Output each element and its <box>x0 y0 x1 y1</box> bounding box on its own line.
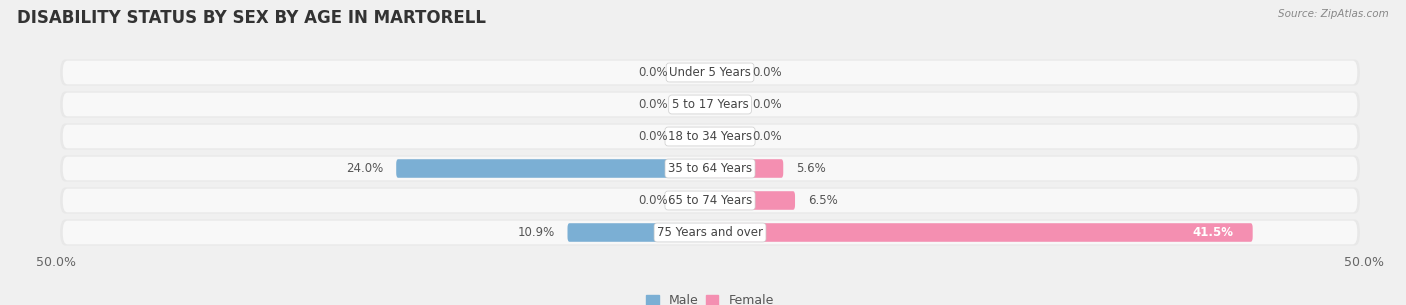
Text: 6.5%: 6.5% <box>808 194 838 207</box>
Text: 0.0%: 0.0% <box>638 130 668 143</box>
Text: 5 to 17 Years: 5 to 17 Years <box>672 98 748 111</box>
Text: 41.5%: 41.5% <box>1192 226 1233 239</box>
FancyBboxPatch shape <box>678 95 710 114</box>
Text: 0.0%: 0.0% <box>752 130 782 143</box>
Text: 0.0%: 0.0% <box>752 98 782 111</box>
FancyBboxPatch shape <box>63 157 1357 180</box>
FancyBboxPatch shape <box>678 191 710 210</box>
FancyBboxPatch shape <box>63 221 1357 244</box>
FancyBboxPatch shape <box>63 189 1357 212</box>
Text: DISABILITY STATUS BY SEX BY AGE IN MARTORELL: DISABILITY STATUS BY SEX BY AGE IN MARTO… <box>17 9 486 27</box>
Text: 75 Years and over: 75 Years and over <box>657 226 763 239</box>
FancyBboxPatch shape <box>678 127 710 146</box>
Text: 0.0%: 0.0% <box>752 66 782 79</box>
FancyBboxPatch shape <box>63 125 1357 148</box>
FancyBboxPatch shape <box>710 95 742 114</box>
Text: Source: ZipAtlas.com: Source: ZipAtlas.com <box>1278 9 1389 19</box>
Text: 35 to 64 Years: 35 to 64 Years <box>668 162 752 175</box>
FancyBboxPatch shape <box>60 219 1360 246</box>
Text: 10.9%: 10.9% <box>517 226 554 239</box>
FancyBboxPatch shape <box>60 92 1360 118</box>
Text: 65 to 74 Years: 65 to 74 Years <box>668 194 752 207</box>
FancyBboxPatch shape <box>63 61 1357 84</box>
FancyBboxPatch shape <box>396 159 710 178</box>
Text: 0.0%: 0.0% <box>638 194 668 207</box>
FancyBboxPatch shape <box>60 124 1360 150</box>
FancyBboxPatch shape <box>568 223 710 242</box>
Text: 0.0%: 0.0% <box>638 98 668 111</box>
Text: Under 5 Years: Under 5 Years <box>669 66 751 79</box>
Text: 0.0%: 0.0% <box>638 66 668 79</box>
FancyBboxPatch shape <box>710 191 794 210</box>
FancyBboxPatch shape <box>678 63 710 82</box>
FancyBboxPatch shape <box>710 159 783 178</box>
FancyBboxPatch shape <box>60 59 1360 86</box>
FancyBboxPatch shape <box>710 223 1253 242</box>
Legend: Male, Female: Male, Female <box>641 289 779 305</box>
FancyBboxPatch shape <box>60 187 1360 214</box>
FancyBboxPatch shape <box>710 63 742 82</box>
Text: 5.6%: 5.6% <box>796 162 827 175</box>
FancyBboxPatch shape <box>63 93 1357 116</box>
Text: 18 to 34 Years: 18 to 34 Years <box>668 130 752 143</box>
FancyBboxPatch shape <box>60 155 1360 181</box>
FancyBboxPatch shape <box>710 127 742 146</box>
Text: 24.0%: 24.0% <box>346 162 382 175</box>
